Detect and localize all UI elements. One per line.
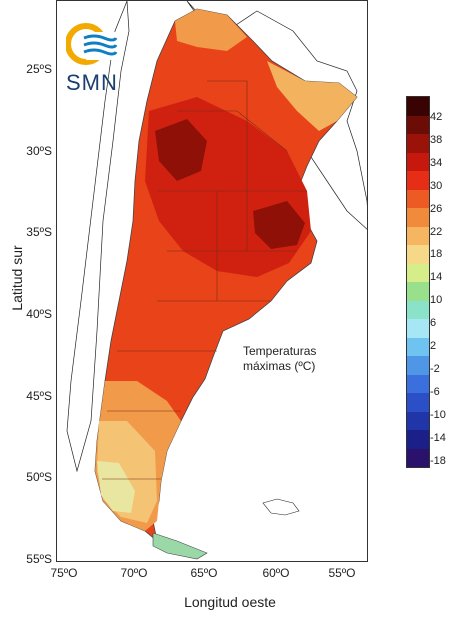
legend-label: 2: [430, 340, 437, 352]
legend-label: -6: [430, 385, 440, 398]
legend-label: 34: [430, 156, 443, 169]
map-annotation: Temperaturas máximas (ºC): [243, 344, 316, 374]
legend-label: -14: [430, 431, 446, 444]
legend-color-band: [407, 356, 429, 375]
tierra-del-fuego: [152, 532, 208, 560]
ytick-label: 35ºS: [26, 225, 52, 239]
ytick-label: 30ºS: [26, 144, 52, 158]
annotation-line: Temperaturas: [243, 344, 317, 358]
legend-color-band: [407, 97, 429, 116]
legend-color-band: [407, 226, 429, 245]
ytick-label: 55ºS: [26, 552, 52, 566]
isotherm-18: [97, 461, 135, 513]
neighbor-border: [66, 1, 130, 473]
annotation-line: máximas (ºC): [243, 359, 316, 373]
legend-label: 10: [430, 294, 443, 307]
smn-logo: [65, 22, 118, 97]
legend-color-band: [407, 300, 429, 319]
legend-color-band: [407, 115, 429, 134]
legend-color-band: [407, 337, 429, 356]
legend-label: 18: [430, 248, 443, 261]
legend-color-band: [407, 411, 429, 430]
isotherm-38: [155, 119, 207, 181]
xtick-label: 65ºO: [190, 566, 218, 580]
legend-label: -18: [430, 454, 446, 467]
legend-color-band: [407, 393, 429, 412]
legend-color-band: [407, 319, 429, 338]
ytick-label: 45ºS: [26, 389, 52, 403]
legend-color-band: [407, 208, 429, 227]
legend-label: -2: [430, 362, 440, 375]
isotherm-north-26: [175, 9, 247, 51]
legend-label: 6: [430, 317, 437, 330]
xtick-label: 55ºO: [328, 566, 356, 580]
temperature-map: [66, 1, 367, 560]
legend-color-band: [407, 152, 429, 171]
legend-color-band: [407, 374, 429, 393]
legend-color-band: [407, 245, 429, 264]
y-axis-label: Latitud sur: [9, 245, 25, 311]
legend-label: 22: [430, 225, 443, 238]
isotherm-ne-26: [267, 61, 357, 131]
xtick-label: 70ºO: [120, 566, 148, 580]
ytick-label: 40ºS: [26, 307, 52, 321]
logo-text: SMN: [66, 70, 118, 95]
xtick-label: 60ºO: [262, 566, 290, 580]
legend-color-band: [407, 134, 429, 153]
legend-label: 14: [430, 271, 443, 284]
isotherm-38-east: [253, 201, 305, 249]
temperature-legend: [406, 96, 430, 468]
malvinas-islands: [262, 498, 300, 516]
legend-label: 42: [430, 111, 443, 123]
map-frame: [56, 0, 368, 562]
legend-label: 30: [430, 179, 443, 192]
ytick-label: 50ºS: [26, 470, 52, 484]
legend-color-band: [407, 189, 429, 208]
legend-color-band: [407, 282, 429, 301]
legend-color-band: [407, 171, 429, 190]
ytick-label: 25ºS: [26, 62, 52, 76]
xtick-label: 75ºO: [50, 566, 78, 580]
province-borders: [102, 80, 307, 480]
neighbor-border-north: [186, 1, 367, 230]
x-axis-label: Longitud oeste: [184, 594, 276, 610]
legend-color-band: [407, 263, 429, 282]
legend-label: 38: [430, 133, 443, 146]
legend-color-band: [407, 430, 429, 449]
legend-label: 26: [430, 202, 443, 215]
smn-logo-icon: [65, 23, 118, 65]
legend-label: -10: [430, 408, 446, 421]
legend-color-band: [407, 448, 429, 467]
